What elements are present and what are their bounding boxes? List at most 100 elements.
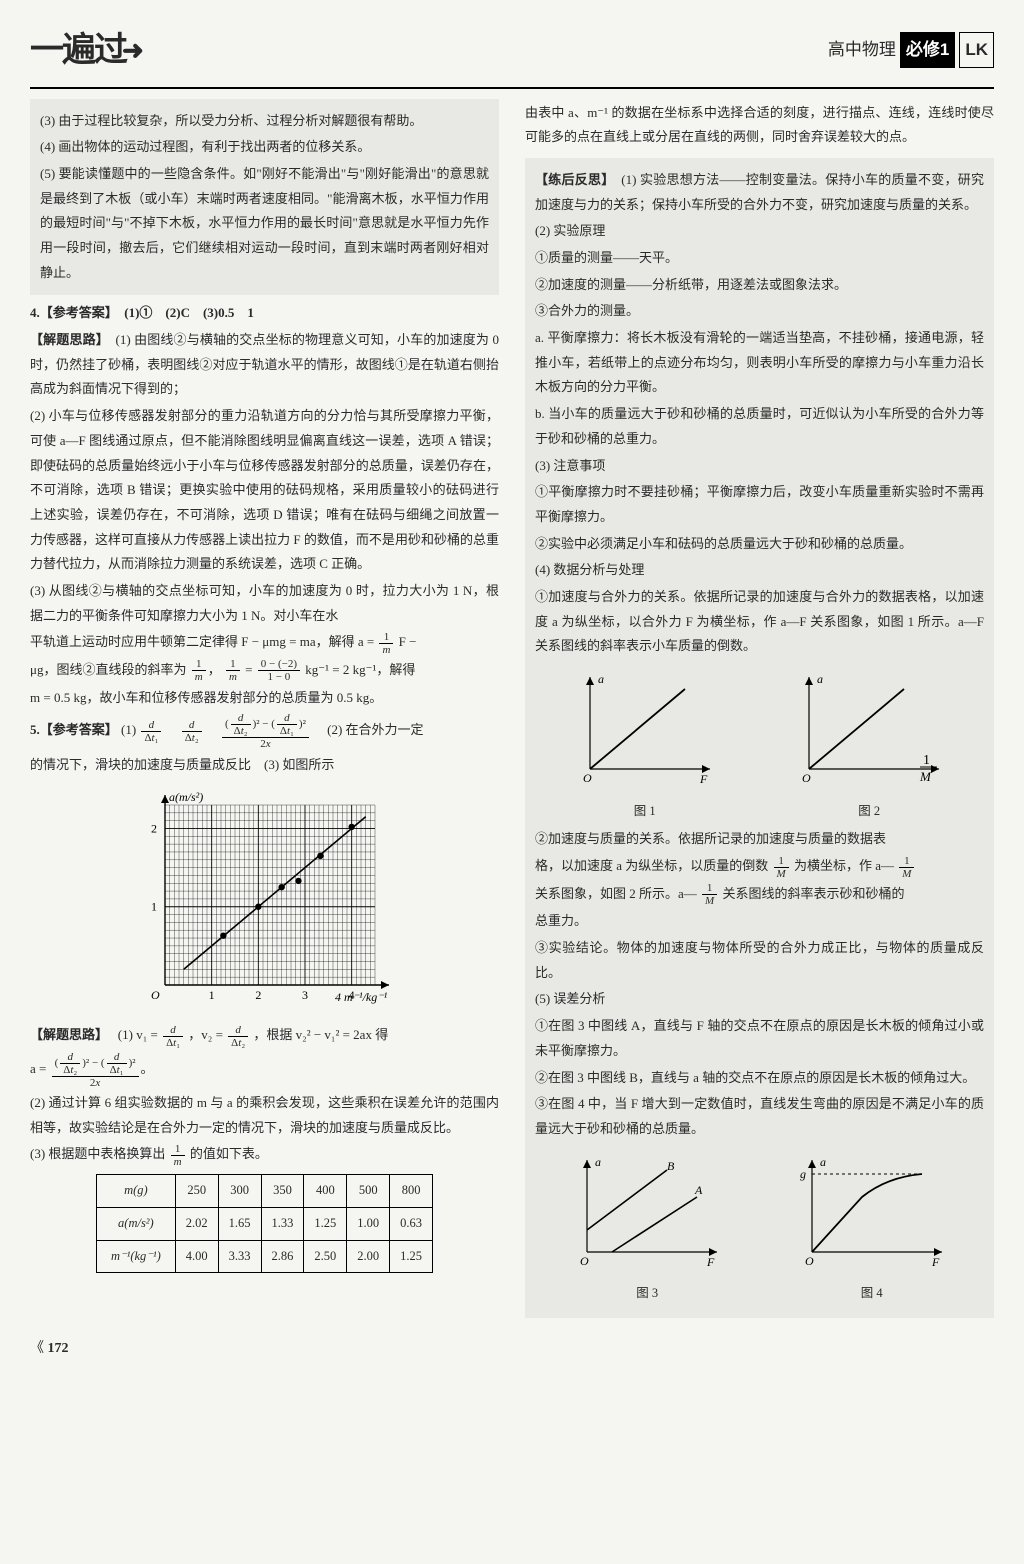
fig-pair-2: O F a A B 图 3 — [535, 1152, 984, 1306]
q5-a2b: 的情况下，滑块的加速度与质量成反比 (3) 如图所示 — [30, 753, 499, 778]
right-column: 由表中 a、m⁻¹ 的数据在坐标系中选择合适的刻度，进行描点、连线，连线时使尽可… — [525, 99, 994, 1324]
q4-p1: 【解题思路】 (1) 由图线②与横轴的交点坐标的物理意义可知，小车的加速度为 0… — [30, 328, 499, 402]
shaded-p3: (3) 由于过程比较复杂，所以受力分析、过程分析对解题很有帮助。 — [40, 109, 489, 134]
r1: 【练后反思】 (1) 实验思想方法——控制变量法。保持小车的质量不变，研究加速度… — [535, 168, 984, 217]
lk-badge: LK — [959, 32, 994, 68]
r5: (5) 误差分析 — [535, 987, 984, 1012]
shaded-box: (3) 由于过程比较复杂，所以受力分析、过程分析对解题很有帮助。 (4) 画出物… — [30, 99, 499, 296]
table-cell: 1.65 — [218, 1207, 261, 1240]
r4-2e: 关系图线的斜率表示砂和砂桶的 — [722, 886, 904, 901]
q5-p1: 【解题思路】 (1) v₁ = dΔt₁ ，v₂ = dΔt₂ ，根据 v₂² … — [30, 1023, 499, 1049]
shaded-p5: (5) 要能读懂题中的一些隐含条件。如"刚好不能滑出"与"刚好能滑出"的意思就是… — [40, 162, 489, 285]
arrow-icon: ➜ — [122, 26, 142, 75]
fig4-svg: O F a g — [792, 1152, 952, 1272]
r2-b: b. 当小车的质量远大于砂和砂桶的总质量时，可近似认为小车所受的合外力等于砂和砂… — [535, 402, 984, 451]
q4-p3c: F − — [399, 634, 417, 649]
fig2-caption: 图 2 — [789, 800, 949, 824]
svg-text:A: A — [694, 1183, 703, 1197]
logo: 一遍过 ➜ — [30, 18, 142, 83]
table-cell: 1.00 — [347, 1207, 390, 1240]
table-cell: 400 — [304, 1175, 347, 1208]
table-cell: m(g) — [96, 1175, 175, 1208]
q4-answer: 4.【参考答案】 (1)① (2)C (3)0.5 1 — [30, 301, 499, 326]
q5-p3-text: (3) 根据题中表格换算出 — [30, 1146, 165, 1161]
svg-text:a: a — [595, 1155, 601, 1169]
svg-text:3: 3 — [302, 988, 308, 1002]
table-cell: 3.33 — [218, 1240, 261, 1273]
q4-p3b-text: 平轨道上运动时应用牛顿第二定律得 F − μmg = ma，解得 a = — [30, 634, 374, 649]
q5-answer-line: 5.【参考答案】 (1) dΔt₁ dΔt₂ (dΔt₂)² − (dΔt₁)²… — [30, 712, 499, 750]
r5-2: ②在图 3 中图线 B，直线与 a 轴的交点不在原点的原因是长木板的倾角过大。 — [535, 1066, 984, 1091]
r4-2c: 为横坐标，作 a— — [794, 858, 894, 873]
table-cell: 500 — [347, 1175, 390, 1208]
r2: (2) 实验原理 — [535, 219, 984, 244]
table-cell: 2.00 — [347, 1240, 390, 1273]
svg-text:2: 2 — [151, 822, 157, 836]
fig4-caption: 图 4 — [792, 1282, 952, 1306]
table-cell: a(m/s²) — [96, 1207, 175, 1240]
q5-p1d: a = — [30, 1061, 46, 1076]
q4-sl: 【解题思路】 — [30, 332, 102, 347]
svg-text:1: 1 — [151, 900, 157, 914]
reflect-label: 【练后反思】 — [535, 172, 608, 187]
table-cell: 0.63 — [390, 1207, 433, 1240]
r4-2d-text: 关系图象，如图 2 所示。a— — [535, 886, 697, 901]
svg-text:4 m⁻¹/kg⁻¹: 4 m⁻¹/kg⁻¹ — [335, 990, 388, 1004]
r2-1: ①质量的测量——天平。 — [535, 246, 984, 271]
r4-1: ①加速度与合外力的关系。依据所记录的加速度与合外力的数据表格，以加速度 a 为纵… — [535, 585, 984, 659]
fig-pair-1: O F a 图 1 O — [535, 669, 984, 823]
table-cell: 1.25 — [304, 1207, 347, 1240]
svg-text:F: F — [699, 772, 708, 786]
r3: (3) 注意事项 — [535, 454, 984, 479]
r2-3: ③合外力的测量。 — [535, 299, 984, 324]
q4-p3a: (3) 从图线②与横轴的交点坐标可知，小车的加速度为 0 时，拉力大小为 1 N… — [30, 579, 499, 628]
table-cell: m⁻¹(kg⁻¹) — [96, 1240, 175, 1273]
r4-2d: 关系图象，如图 2 所示。a— 1M 关系图线的斜率表示砂和砂桶的 — [535, 882, 984, 908]
r5-1: ①在图 3 中图线 A，直线与 F 轴的交点不在原点的原因是长木板的倾角过小或未… — [535, 1014, 984, 1063]
q5-p2: (2) 通过计算 6 组实验数据的 m 与 a 的乘积会发现，这些乘积在误差允许… — [30, 1091, 499, 1140]
svg-text:O: O — [805, 1254, 814, 1268]
svg-text:O: O — [802, 771, 811, 785]
q5-p3: (3) 根据题中表格换算出 1m 的值如下表。 — [30, 1142, 499, 1168]
r-intro: 由表中 a、m⁻¹ 的数据在坐标系中选择合适的刻度，进行描点、连线，连线时使尽可… — [525, 101, 994, 150]
r2-a: a. 平衡摩擦力：将长木板没有滑轮的一端适当垫高，不挂砂桶，接通电源，轻推小车，… — [535, 326, 984, 400]
q4-p3d-text: μg，图线②直线段的斜率为 — [30, 662, 186, 677]
table-cell: 2.50 — [304, 1240, 347, 1273]
table-cell: 2.86 — [261, 1240, 304, 1273]
svg-text:O: O — [151, 988, 160, 1002]
svg-text:M: M — [919, 769, 932, 784]
fig1-caption: 图 1 — [570, 800, 720, 824]
svg-text:a: a — [820, 1155, 826, 1169]
svg-text:O: O — [580, 1254, 589, 1268]
logo-text: 一遍过 — [30, 18, 126, 83]
q5-p1b: ，v₂ = — [188, 1027, 223, 1042]
table-cell: 350 — [261, 1175, 304, 1208]
svg-text:a: a — [817, 672, 823, 686]
left-column: (3) 由于过程比较复杂，所以受力分析、过程分析对解题很有帮助。 (4) 画出物… — [30, 99, 499, 1324]
q4-p3f: m = 0.5 kg，故小车和位移传感器发射部分的总质量为 0.5 kg。 — [30, 686, 499, 711]
svg-text:1: 1 — [208, 988, 214, 1002]
r3-2: ②实验中必须满足小车和砝码的总质量远大于砂和砂桶的总质量。 — [535, 532, 984, 557]
shaded-p4: (4) 画出物体的运动过程图，有利于找出两者的位移关系。 — [40, 135, 489, 160]
q5-formula: a = (dΔt₂)² − (dΔt₁)²2x。 — [30, 1051, 499, 1089]
q5-p1c: ，根据 v₂² − v₁² = 2ax 得 — [253, 1027, 388, 1042]
r2-2: ②加速度的测量——分析纸带，用逐差法或图象法求。 — [535, 273, 984, 298]
r5-3: ③在图 4 中，当 F 增大到一定数值时，直线发生弯曲的原因是不满足小车的质量远… — [535, 1092, 984, 1141]
page-header: 一遍过 ➜ 高中物理 必修1 LK — [30, 18, 994, 89]
r4-2f: 总重力。 — [535, 909, 984, 934]
svg-text:2: 2 — [255, 988, 261, 1002]
q5-a2: (2) 在合外力一定 — [327, 722, 423, 737]
data-table: m(g)250300350400500800 a(m/s²)2.021.651.… — [96, 1174, 433, 1273]
header-right: 高中物理 必修1 LK — [828, 32, 994, 68]
svg-text:B: B — [667, 1159, 675, 1173]
fig2-svg: O a 1 M — [789, 669, 949, 789]
q5-a1: (1) — [121, 722, 136, 737]
r4-2b: 格，以加速度 a 为纵坐标，以质量的倒数 1M 为横坐标，作 a— 1M — [535, 854, 984, 880]
table-cell: 1.33 — [261, 1207, 304, 1240]
q4-p2: (2) 小车与位移传感器发射部分的重力沿轨道方向的分力恰与其所受摩擦力平衡，可使… — [30, 404, 499, 577]
fig3-svg: O F a A B — [567, 1152, 727, 1272]
svg-text:F: F — [931, 1255, 940, 1269]
table-cell: 2.02 — [175, 1207, 218, 1240]
r4-2b-text: 格，以加速度 a 为纵坐标，以质量的倒数 — [535, 858, 768, 873]
q4-p3e: = 2 kg⁻¹，解得 — [332, 662, 415, 677]
